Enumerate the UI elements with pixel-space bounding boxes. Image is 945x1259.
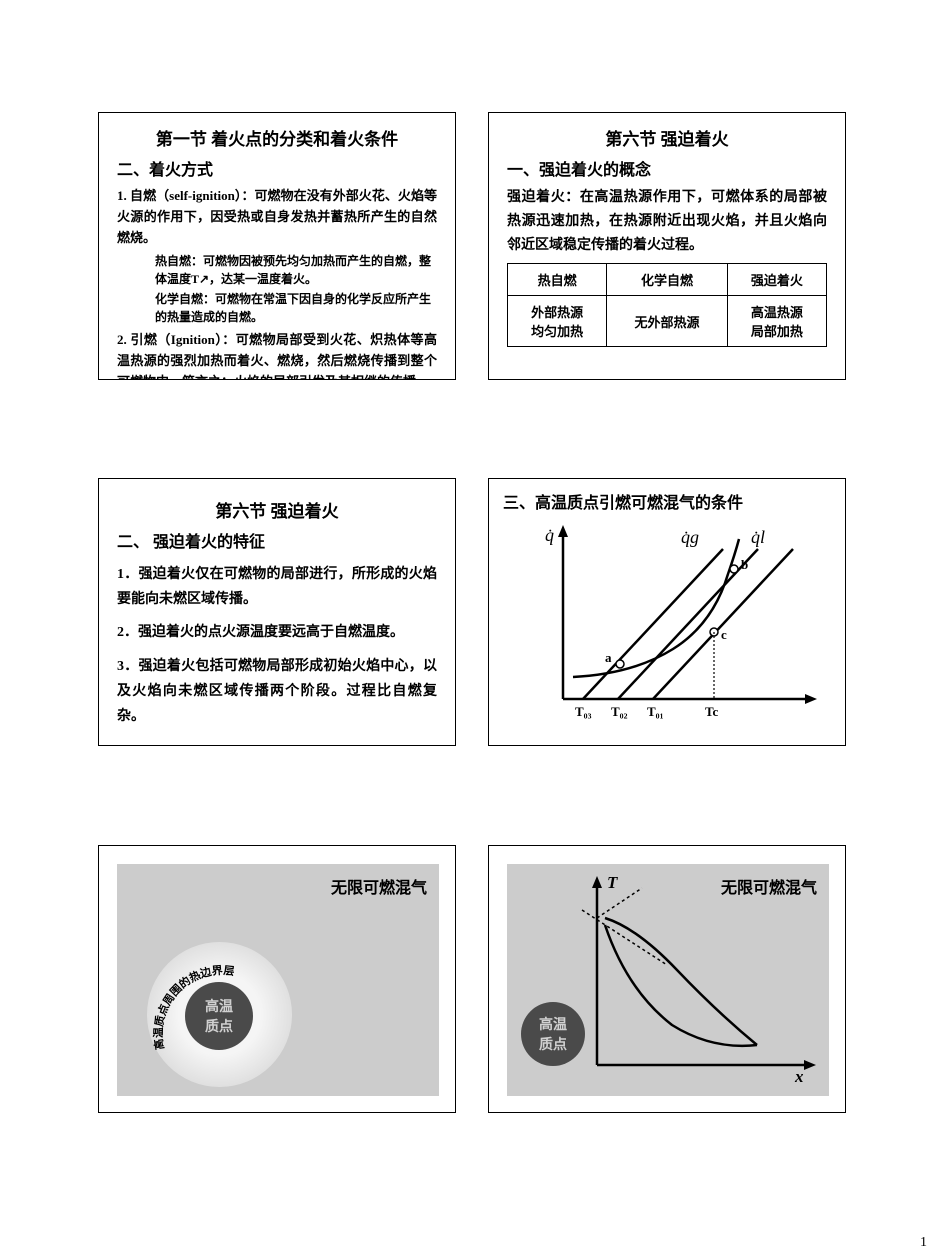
hot6-text-1: 高温 (539, 1014, 567, 1034)
th-1: 热自燃 (508, 264, 607, 296)
slide2-sub: 一、强迫着火的概念 (507, 156, 827, 180)
temp-profile-chart: T x (577, 870, 827, 1090)
td-2: 无外部热源 (607, 296, 727, 347)
slide3-p3: 3．强迫着火包括可燃物局部形成初始火焰中心，以及火焰向未燃区域传播两个阶段。过程… (117, 654, 437, 730)
slide1-sub: 二、着火方式 (117, 156, 437, 180)
qg-label: q̇g (681, 527, 699, 547)
point-b: b (741, 557, 748, 572)
slide2-title: 第六节 强迫着火 (507, 125, 827, 150)
hot-text-1: 高温 (205, 996, 233, 1016)
hot6-text-2: 质点 (539, 1034, 567, 1054)
slide-3: 第六节 强迫着火 二、 强迫着火的特征 1．强迫着火仅在可燃物的局部进行，所形成… (98, 478, 456, 746)
slide2-p1: 强迫着火：在高温热源作用下，可燃体系的局部被热源迅速加热，在热源附近出现火焰，并… (507, 186, 827, 257)
xtick-2: T₀₁ (647, 704, 664, 719)
comparison-table: 热自燃 化学自燃 强迫着火 外部热源 均匀加热 无外部热源 高温热源 局部加热 (507, 263, 827, 347)
slide-2: 第六节 强迫着火 一、强迫着火的概念 强迫着火：在高温热源作用下，可燃体系的局部… (488, 112, 846, 380)
slide1-ind2: 化学自燃：可燃物在常温下因自身的化学反应所产生的热量造成的自燃。 (155, 290, 437, 326)
slide-4: 三、高温质点引燃可燃混气的条件 q̇ a b c q̇g (488, 478, 846, 746)
point-c: c (721, 627, 727, 642)
y-axis-T: T (607, 873, 618, 892)
slide1-ind1: 热自燃：可燃物因被预先均匀加热而产生的自燃，整体温度T↗，达某一温度着火。 (155, 252, 437, 288)
th-3: 强迫着火 (727, 264, 826, 296)
table-header-row: 热自燃 化学自燃 强迫着火 (508, 264, 827, 296)
slide-6: 无限可燃混气 高温 质点 T x (488, 845, 846, 1113)
slide1-p1: 1. 自燃（self-ignition）：可燃物在没有外部火花、火焰等火源的作用… (117, 186, 437, 248)
slide-5: 无限可燃混气 高温质点周围的热边界层 高温 质点 (98, 845, 456, 1113)
point-a: a (605, 650, 612, 665)
ql-label: q̇l (751, 527, 765, 547)
hot-text-2: 质点 (205, 1016, 233, 1036)
xtick-3: Tc (705, 704, 718, 719)
hot-particle-5: 高温 质点 (185, 982, 253, 1050)
td-3: 高温热源 局部加热 (727, 296, 826, 347)
slide3-sub: 二、 强迫着火的特征 (117, 528, 437, 552)
panel-label-5: 无限可燃混气 (331, 874, 427, 898)
page-number: 1 (920, 1235, 927, 1251)
slide3-p1: 1．强迫着火仅在可燃物的局部进行，所形成的火焰要能向未燃区域传播。 (117, 562, 437, 612)
slide1-p2: 2. 引燃（Ignition）：可燃物局部受到火花、炽热体等高温热源的强烈加热而… (117, 330, 437, 380)
table-row: 外部热源 均匀加热 无外部热源 高温热源 局部加热 (508, 296, 827, 347)
slide-1: 第一节 着火点的分类和着火条件 二、着火方式 1. 自燃（self-igniti… (98, 112, 456, 380)
hot-particle-6: 高温 质点 (521, 1002, 585, 1066)
td-1: 外部热源 均匀加热 (508, 296, 607, 347)
x-axis-x: x (794, 1067, 804, 1086)
xtick-0: T₀₃ (575, 704, 592, 719)
ignition-chart: q̇ a b c q̇g q̇l T₀₃ T₀₂ T₀₁ Tc (513, 519, 833, 734)
xtick-1: T₀₂ (611, 704, 628, 719)
slide1-title: 第一节 着火点的分类和着火条件 (117, 125, 437, 150)
gas-panel-5: 无限可燃混气 高温质点周围的热边界层 高温 质点 (117, 864, 439, 1096)
y-axis-label: q̇ (545, 525, 554, 545)
slide3-title: 第六节 强迫着火 (117, 497, 437, 522)
slide4-title: 三、高温质点引燃可燃混气的条件 (503, 489, 831, 513)
gas-panel-6: 无限可燃混气 高温 质点 T x (507, 864, 829, 1096)
slide3-p2: 2．强迫着火的点火源温度要远高于自燃温度。 (117, 620, 437, 645)
th-2: 化学自燃 (607, 264, 727, 296)
